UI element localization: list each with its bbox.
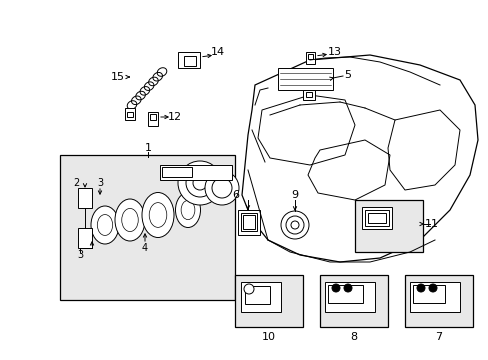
Bar [241,282,281,312]
Text: 7: 7 [434,332,442,342]
Bar [243,215,254,229]
Bar [412,285,444,303]
Bar [367,213,385,223]
Text: 1: 1 [144,143,151,153]
Bar [127,112,133,117]
Ellipse shape [115,199,145,241]
Bar [278,68,332,90]
Text: 3: 3 [97,178,103,188]
Text: 10: 10 [262,332,275,342]
Ellipse shape [97,215,112,235]
Bar [325,282,374,312]
Text: 13: 13 [327,47,341,57]
Bar [60,155,235,300]
Circle shape [416,284,424,292]
Text: 9: 9 [291,190,298,200]
Circle shape [212,178,231,198]
Text: 4: 4 [142,243,148,253]
Ellipse shape [149,203,166,228]
Text: 15: 15 [111,72,125,82]
Circle shape [244,284,253,294]
Circle shape [193,176,206,190]
Bar [235,275,303,327]
Bar [305,92,311,97]
Bar [244,286,269,304]
Circle shape [178,161,222,205]
Bar [319,275,387,327]
Circle shape [290,221,298,229]
Bar [160,165,231,180]
Circle shape [331,284,339,292]
Text: 8: 8 [350,332,357,342]
Bar [303,90,314,100]
Text: 11: 11 [424,219,438,229]
Bar [305,52,314,64]
Ellipse shape [91,206,119,244]
Ellipse shape [175,193,200,228]
Circle shape [204,171,239,205]
Bar [238,210,260,235]
Bar [148,112,158,126]
Bar [150,114,156,120]
Bar [404,275,472,327]
Text: 3: 3 [77,250,83,260]
Ellipse shape [181,201,195,220]
Bar [78,228,92,248]
Bar [307,54,312,59]
Ellipse shape [122,208,138,231]
Circle shape [281,211,308,239]
Bar [78,188,92,208]
Bar [409,282,459,312]
Text: 12: 12 [167,112,182,122]
Text: 6: 6 [232,190,239,200]
Bar [327,285,362,303]
Bar [354,200,422,252]
Ellipse shape [142,193,174,238]
Bar [183,56,196,66]
Bar [162,167,192,177]
Bar [241,213,257,231]
Bar [178,52,200,68]
Circle shape [428,284,436,292]
Circle shape [185,169,214,197]
Circle shape [343,284,351,292]
Circle shape [285,216,304,234]
Bar [361,207,391,229]
Text: 14: 14 [210,47,224,57]
Bar [125,108,135,120]
Text: 2: 2 [73,178,79,188]
Bar [364,210,388,226]
Text: 5: 5 [344,70,351,80]
